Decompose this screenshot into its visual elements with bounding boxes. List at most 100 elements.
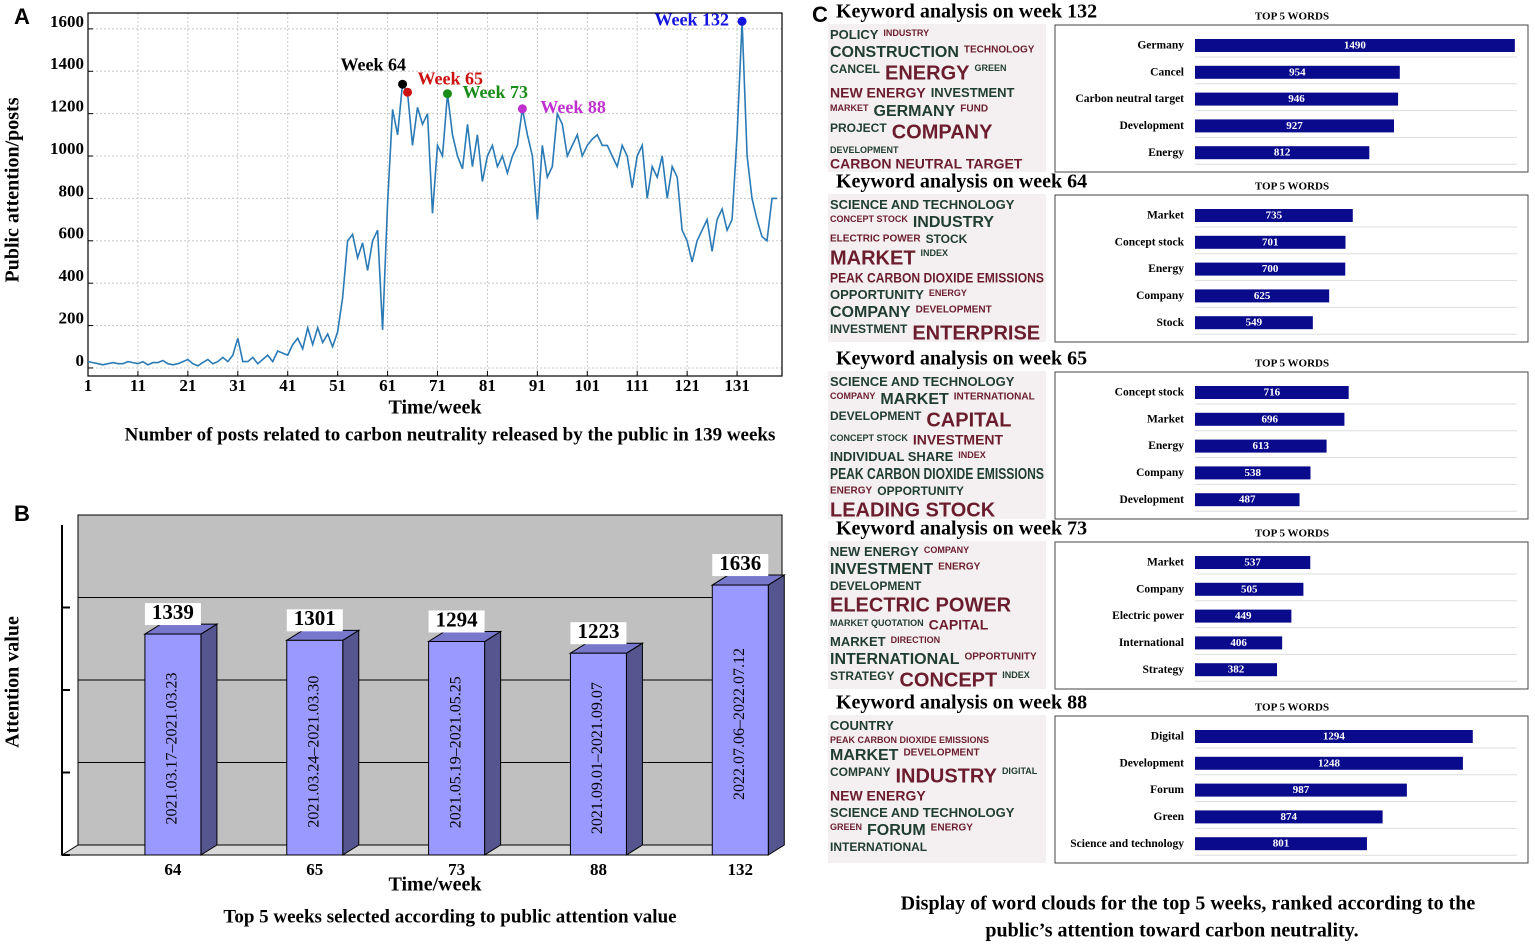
caption: Top 5 weeks selected according to public… bbox=[223, 906, 676, 927]
word-cloud-word: ELECTRIC POWER bbox=[830, 594, 1012, 616]
chart-title: Keyword analysis on week 65 bbox=[836, 348, 1087, 370]
value-label: 1301 bbox=[294, 606, 336, 630]
word-cloud-word: GREEN bbox=[974, 63, 1006, 73]
chart-title: Keyword analysis on week 64 bbox=[836, 171, 1087, 193]
annotation-label: Week 65 bbox=[418, 68, 484, 88]
x-tick-label: 81 bbox=[479, 376, 496, 395]
x-tick-label: 51 bbox=[329, 376, 346, 395]
x-axis-label: Time/week bbox=[389, 874, 483, 896]
x-tick-label: 111 bbox=[625, 376, 649, 395]
value-label: 1294 bbox=[1323, 731, 1346, 743]
word-cloud-word: COUNTRY bbox=[830, 718, 894, 733]
bar bbox=[1195, 65, 1400, 79]
word-cloud-word: LEADING STOCK bbox=[830, 499, 996, 521]
x-tick-label: 132 bbox=[728, 860, 754, 879]
word-cloud-word: SCIENCE AND TECHNOLOGY bbox=[830, 374, 1015, 389]
chart-title: Keyword analysis on week 132 bbox=[836, 1, 1097, 23]
bar bbox=[1195, 837, 1367, 851]
word-cloud-word: PROJECT bbox=[830, 121, 887, 135]
bar bbox=[1195, 39, 1515, 52]
bar bbox=[1195, 439, 1327, 453]
value-label: 1294 bbox=[436, 607, 479, 631]
bar-side bbox=[342, 629, 360, 856]
bar bbox=[144, 633, 202, 856]
annotation-label: Week 73 bbox=[462, 82, 528, 102]
word-cloud-word: NEW ENERGY bbox=[830, 788, 926, 804]
value-label: 701 bbox=[1262, 236, 1279, 248]
value-label: 549 bbox=[1246, 317, 1263, 329]
word-cloud-word: CONSTRUCTION bbox=[830, 44, 959, 61]
category-label: Concept stock bbox=[1115, 387, 1185, 399]
category-label: Germany bbox=[1137, 40, 1184, 52]
word-cloud-word: CANCEL bbox=[830, 62, 880, 76]
category-label: Concept stock bbox=[1115, 236, 1185, 248]
word-cloud-word: MARKET bbox=[830, 103, 869, 113]
word-cloud-word: TECHNOLOGY bbox=[964, 45, 1035, 56]
word-cloud-word: INDEX bbox=[958, 450, 986, 460]
word-cloud-word: GERMANY bbox=[874, 103, 956, 120]
bar bbox=[1195, 609, 1292, 623]
x-tick-label: 31 bbox=[229, 376, 246, 395]
word-cloud-word: INVESTMENT bbox=[830, 322, 908, 336]
category-label: Market bbox=[1147, 210, 1184, 222]
word-cloud-word: GREEN bbox=[830, 822, 862, 832]
bar bbox=[1195, 493, 1300, 507]
value-label: 1636 bbox=[719, 551, 761, 575]
word-cloud-word: SCIENCE AND TECHNOLOGY bbox=[830, 197, 1015, 212]
value-label: 735 bbox=[1266, 210, 1283, 222]
category-label: Electric power bbox=[1112, 610, 1184, 622]
category-label: Company bbox=[1136, 290, 1184, 302]
value-label: 987 bbox=[1293, 784, 1310, 796]
bar bbox=[1195, 582, 1304, 596]
bar bbox=[569, 652, 627, 856]
value-label-box bbox=[712, 554, 769, 577]
word-cloud-word: DIGITAL bbox=[1002, 766, 1038, 776]
bar bbox=[1195, 636, 1283, 650]
word-cloud-word: NEW ENERGY bbox=[830, 85, 926, 101]
value-label: 1248 bbox=[1318, 757, 1341, 769]
value-label: 406 bbox=[1230, 637, 1247, 649]
word-cloud-word: ENERGY bbox=[938, 562, 981, 573]
word-cloud-word: DEVELOPMENT bbox=[903, 748, 979, 759]
chart-subtitle: TOP 5 WORDS bbox=[1255, 528, 1329, 540]
data-line bbox=[87, 21, 777, 367]
panel-label: C bbox=[812, 2, 828, 27]
value-label-box bbox=[144, 603, 201, 626]
word-cloud bbox=[828, 24, 1046, 172]
bar-label: 2022.07.06–2022.07.12 bbox=[731, 648, 748, 800]
category-label: Digital bbox=[1151, 731, 1184, 743]
category-label: Market bbox=[1147, 557, 1184, 569]
caption: public’s attention toward carbon neutral… bbox=[985, 920, 1358, 942]
word-cloud-word: DEVELOPMENT bbox=[830, 145, 899, 155]
value-label: 801 bbox=[1273, 838, 1290, 850]
bar bbox=[1195, 810, 1383, 824]
word-cloud-word: COMPANY bbox=[924, 545, 969, 555]
word-cloud-word: COMPANY bbox=[892, 121, 993, 143]
value-label: 954 bbox=[1289, 66, 1306, 78]
value-label: 696 bbox=[1261, 413, 1278, 425]
value-label: 716 bbox=[1264, 387, 1281, 399]
caption: Number of posts related to carbon neutra… bbox=[125, 424, 776, 445]
word-cloud-word: CAPITAL bbox=[926, 409, 1011, 431]
word-cloud-word: DEVELOPMENT bbox=[916, 305, 992, 316]
x-tick-label: 65 bbox=[306, 860, 323, 879]
bar-side bbox=[625, 642, 643, 856]
annotation-dot bbox=[517, 104, 527, 114]
word-cloud-word: ENERGY bbox=[830, 486, 873, 497]
y-axis-label: Attention value bbox=[2, 616, 24, 748]
bar bbox=[1195, 556, 1311, 569]
category-label: Energy bbox=[1148, 440, 1184, 452]
bar bbox=[1195, 262, 1346, 276]
word-cloud-word: PEAK CARBON DIOXIDE EMISSIONS bbox=[830, 270, 1044, 286]
word-cloud-word: FUND bbox=[960, 104, 988, 115]
bar-label: 2021.09.01–2021.09.07 bbox=[589, 682, 606, 834]
word-cloud-word: ENERGY bbox=[931, 823, 974, 834]
x-tick-label: 61 bbox=[379, 376, 396, 395]
word-cloud-word: MARKET bbox=[830, 747, 899, 764]
bar bbox=[286, 639, 344, 856]
bar-side bbox=[200, 623, 218, 856]
category-label: Development bbox=[1119, 757, 1184, 769]
word-cloud-word: CONCEPT bbox=[899, 669, 997, 691]
category-label: Development bbox=[1119, 494, 1184, 506]
word-cloud-word: INDUSTRY bbox=[883, 28, 929, 38]
